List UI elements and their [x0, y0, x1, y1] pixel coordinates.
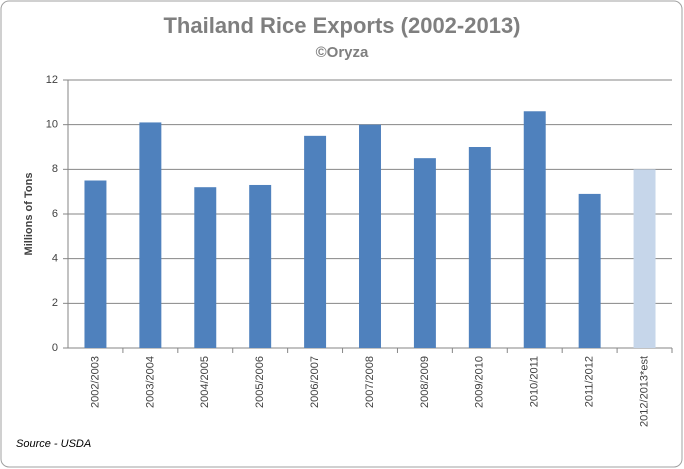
x-tick-label: 2011/2012	[584, 356, 596, 407]
bar	[523, 111, 546, 349]
x-tick-label: 2004/2005	[199, 356, 211, 408]
bar	[194, 187, 217, 348]
bar	[84, 180, 107, 348]
y-tick-label: 8	[52, 163, 58, 175]
x-tick-label: 2007/2008	[364, 356, 376, 408]
x-tick-label: 2003/2004	[144, 356, 156, 408]
bar	[413, 158, 436, 348]
y-tick-label: 4	[52, 253, 58, 265]
chart-subtitle: ©Oryza	[316, 44, 369, 61]
chart-title: Thailand Rice Exports (2002-2013)	[163, 13, 520, 38]
bar	[578, 193, 601, 348]
x-tick-label: 2002/2003	[89, 356, 101, 408]
x-tick-label: 2009/2010	[474, 356, 486, 408]
x-tick-label: 2008/2009	[419, 356, 431, 408]
bar	[139, 122, 162, 348]
y-axis-label: Millions of Tons	[23, 173, 35, 256]
y-tick-label: 6	[52, 208, 58, 220]
x-tick-label: 2012/2013*est	[638, 356, 650, 427]
bar	[304, 135, 327, 348]
x-tick-label: 2010/2011	[529, 356, 541, 407]
bar	[633, 169, 656, 348]
bar	[249, 184, 272, 348]
source-note: Source - USDA	[16, 438, 91, 450]
x-tick-label: 2006/2007	[309, 356, 321, 408]
y-tick-label: 10	[46, 119, 58, 131]
y-tick-label: 12	[46, 74, 58, 86]
y-tick-label: 2	[52, 297, 58, 309]
bar	[359, 124, 381, 349]
x-tick-label: 2005/2006	[254, 356, 266, 408]
y-tick-label: 0	[52, 342, 58, 354]
bar	[468, 147, 491, 348]
